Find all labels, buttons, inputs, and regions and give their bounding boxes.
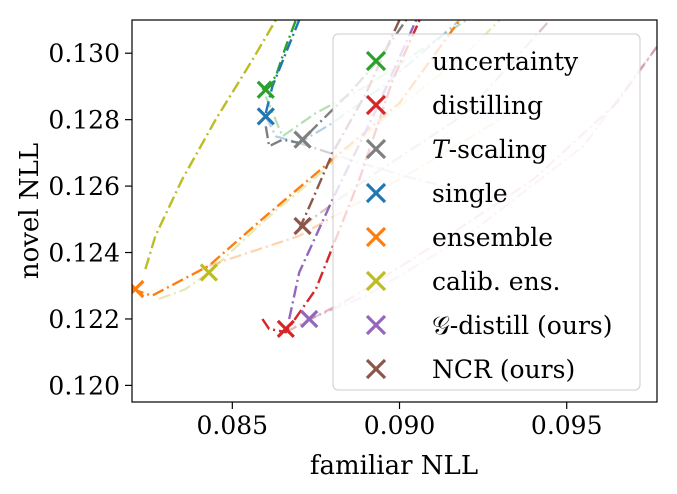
legend-label: ensemble xyxy=(432,223,553,252)
legend-box xyxy=(332,33,641,391)
legend-marker-distilling xyxy=(365,94,387,116)
legend-marker-scaling xyxy=(365,138,387,160)
series-calib-ens-marker xyxy=(199,263,219,282)
y-tick-label: 0.126 xyxy=(48,172,120,201)
series-g-distill-ours-marker xyxy=(300,309,319,329)
series-single-faint-line xyxy=(264,20,461,145)
series-ncr-ours-marker xyxy=(293,216,312,236)
legend-marker-ncr-ours xyxy=(365,358,387,380)
series-single-marker xyxy=(256,107,275,126)
x-axis: 0.085 0.090 0.095 xyxy=(197,402,603,440)
x-tick-label: 0.090 xyxy=(364,411,436,440)
series-calib-ens-line xyxy=(144,20,277,270)
series-uncertainty-marker xyxy=(256,80,275,99)
legend-label: calib. ens. xyxy=(432,267,560,296)
y-axis: 0.120 0.122 0.124 0.126 0.128 0.130 xyxy=(48,39,132,400)
series-uncertainty-line xyxy=(261,20,298,91)
y-tick-label: 0.124 xyxy=(48,239,120,268)
legend-label: 𝒢-distill (ours) xyxy=(432,311,613,340)
series-t-scaling-marker xyxy=(293,130,312,149)
legend-marker-uncertainty xyxy=(365,50,387,72)
y-tick-label: 0.122 xyxy=(48,305,120,334)
legend-marker-single xyxy=(365,182,387,204)
y-tick-label: 0.130 xyxy=(48,39,120,68)
series-single-line xyxy=(264,20,301,114)
y-axis-label: novel NLL xyxy=(15,143,45,279)
x-axis-label: familiar NLL xyxy=(310,451,478,481)
legend-marker-calib-ens xyxy=(365,270,387,292)
legend-label: 𝑇-scaling xyxy=(432,135,547,164)
y-tick-label: 0.120 xyxy=(48,371,120,400)
legend: uncertainty distilling 𝑇-scaling single ense… xyxy=(332,33,641,391)
x-tick-label: 0.095 xyxy=(531,411,603,440)
series-ensemble-marker xyxy=(132,279,145,299)
legend-marker-distill-ours xyxy=(365,314,387,336)
x-tick-label: 0.085 xyxy=(197,411,269,440)
plot-frame xyxy=(131,19,658,403)
legend-marker-ensemble xyxy=(365,226,387,248)
y-tick-label: 0.128 xyxy=(48,106,120,135)
series-distilling-line xyxy=(261,20,421,334)
legend-label: uncertainty xyxy=(432,47,579,76)
legend-label: NCR (ours) xyxy=(432,355,575,384)
legend-label: single xyxy=(432,179,508,208)
legend-label: distilling xyxy=(432,91,543,120)
series-distilling-marker xyxy=(276,319,295,339)
